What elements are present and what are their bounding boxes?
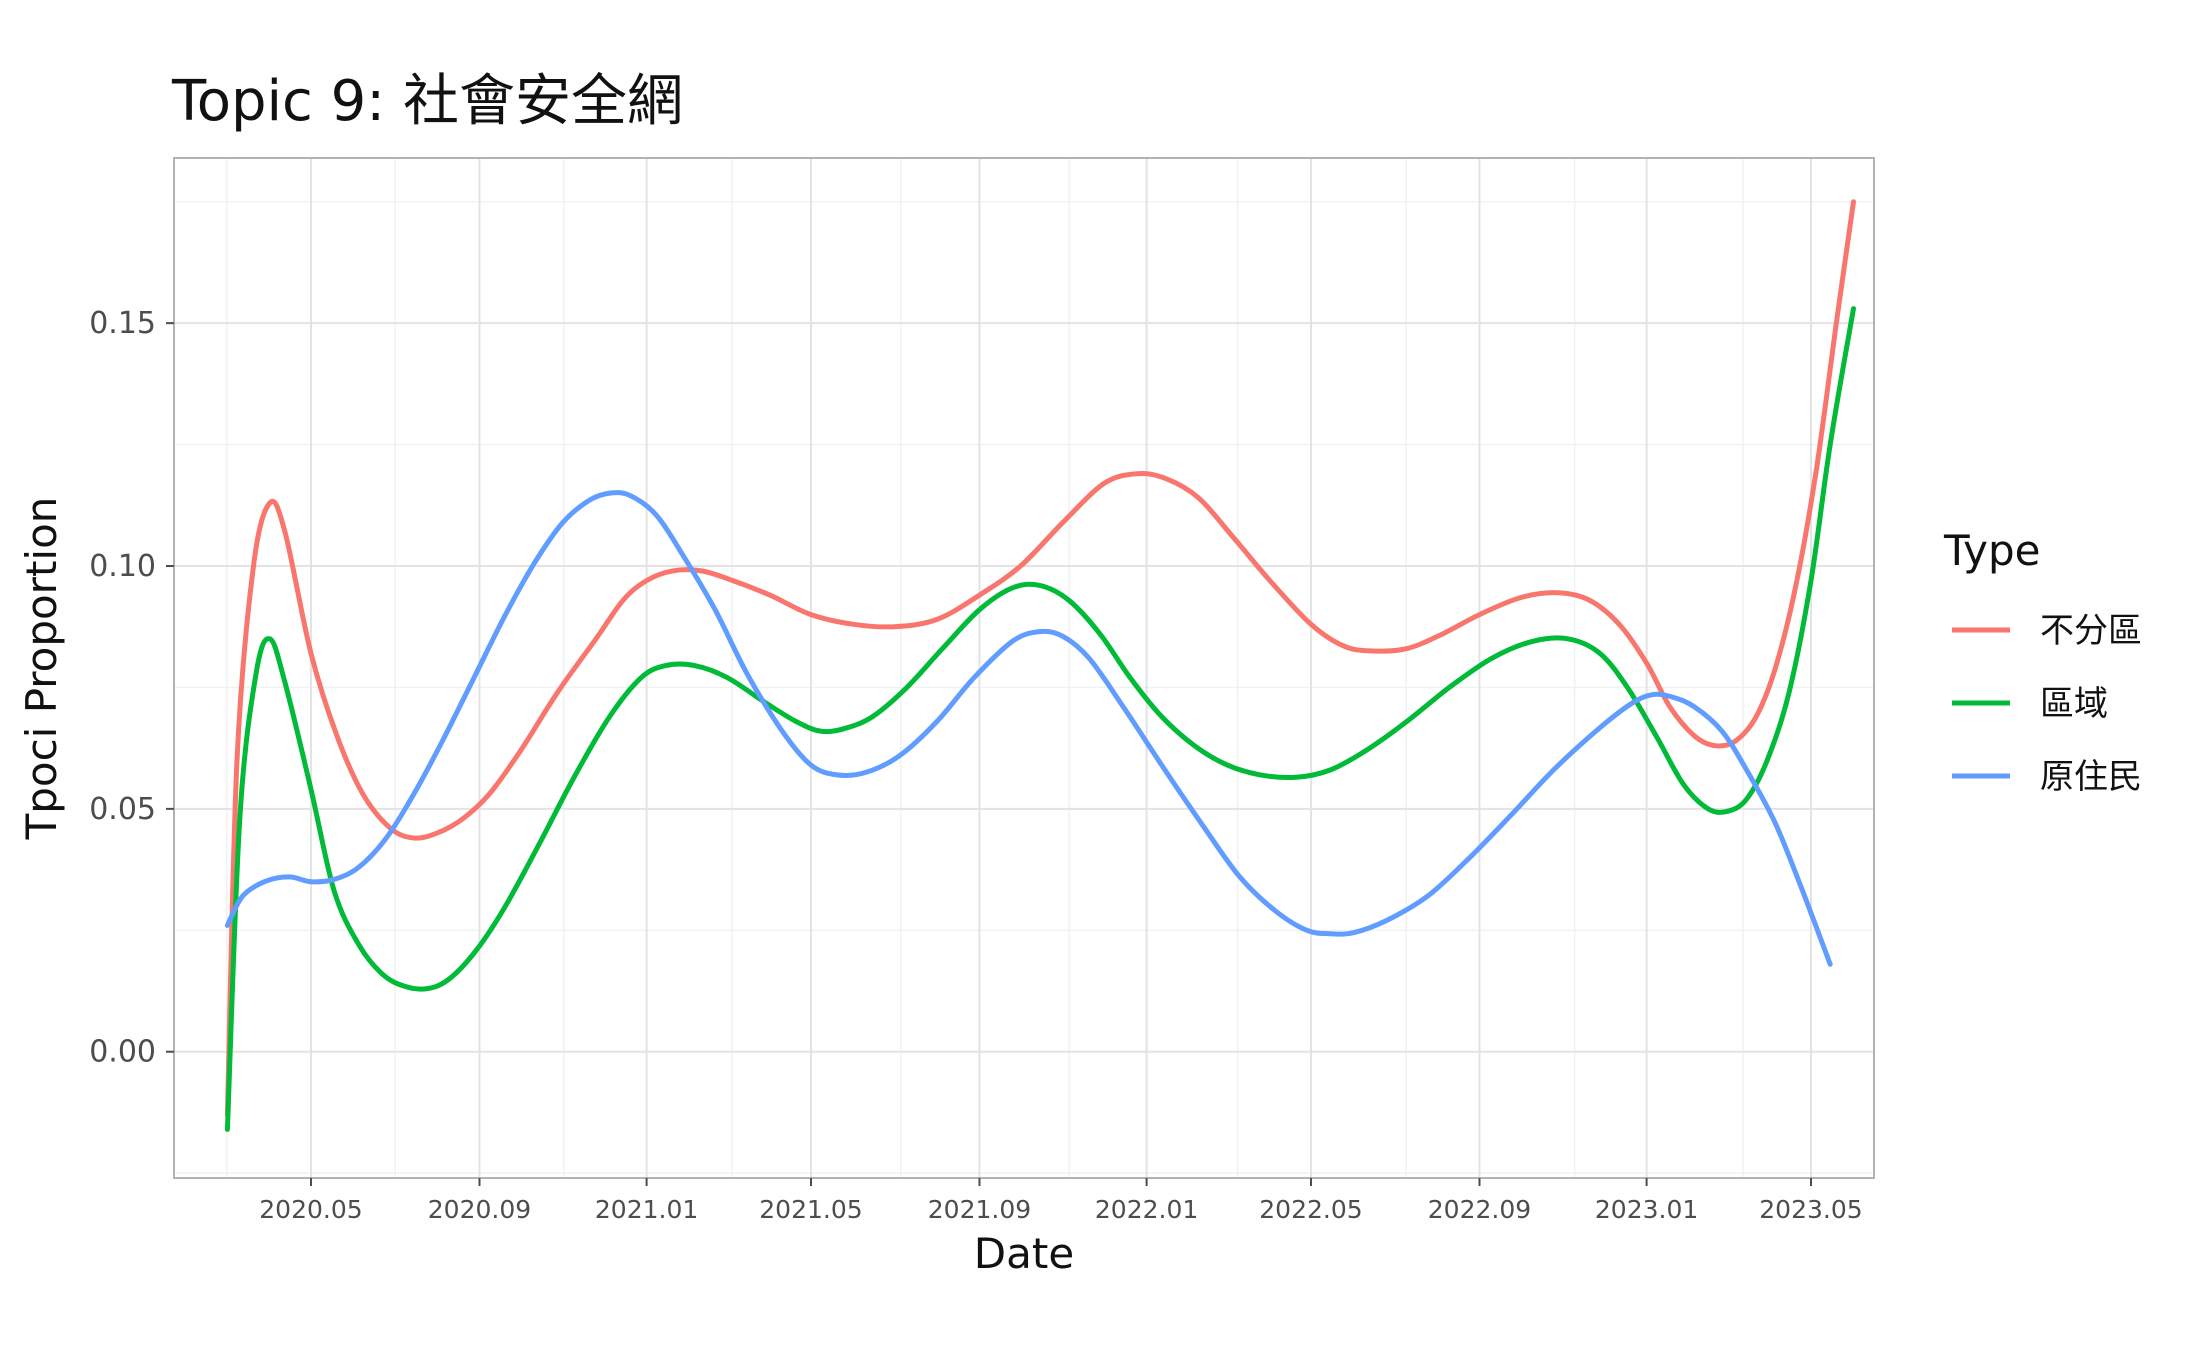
x-tick-label: 2022.09 bbox=[1428, 1195, 1531, 1224]
x-tick-label: 2020.05 bbox=[259, 1195, 362, 1224]
x-tick-label: 2023.05 bbox=[1759, 1195, 1862, 1224]
x-tick-label: 2021.01 bbox=[595, 1195, 698, 1224]
series-line-2 bbox=[224, 490, 1833, 967]
x-tick-label: 2020.09 bbox=[428, 1195, 531, 1224]
y-tick-label: 0.00 bbox=[89, 1035, 156, 1070]
series-line-1 bbox=[224, 306, 1856, 1132]
y-tick-label: 0.15 bbox=[89, 306, 156, 341]
chart-title: Topic 9: 社會安全網 bbox=[171, 69, 683, 134]
series-line-0 bbox=[224, 199, 1856, 1118]
y-axis-title: Tpoci Proportion bbox=[17, 497, 66, 841]
x-tick-label: 2023.01 bbox=[1595, 1195, 1698, 1224]
legend-label-1: 區域 bbox=[2040, 684, 2108, 724]
x-tick-label: 2022.05 bbox=[1259, 1195, 1362, 1224]
grid bbox=[174, 158, 1874, 1178]
series-lines bbox=[224, 199, 1856, 1132]
y-tick-label: 0.10 bbox=[89, 549, 156, 584]
legend-label-2: 原住民 bbox=[2040, 757, 2142, 797]
x-axis-title: Date bbox=[974, 1229, 1074, 1278]
x-tick-label: 2022.01 bbox=[1095, 1195, 1198, 1224]
panel-border bbox=[173, 157, 1875, 1179]
x-tick-label: 2021.05 bbox=[759, 1195, 862, 1224]
x-tick-label: 2021.09 bbox=[928, 1195, 1031, 1224]
y-tick-label: 0.05 bbox=[89, 792, 156, 827]
axes: 0.00 0.05 0.10 0.15 2020.05 2020.09 2021.01 202… bbox=[89, 306, 1862, 1224]
legend-title: Type bbox=[1943, 526, 2040, 575]
legend-label-0: 不分區 bbox=[2040, 611, 2142, 651]
